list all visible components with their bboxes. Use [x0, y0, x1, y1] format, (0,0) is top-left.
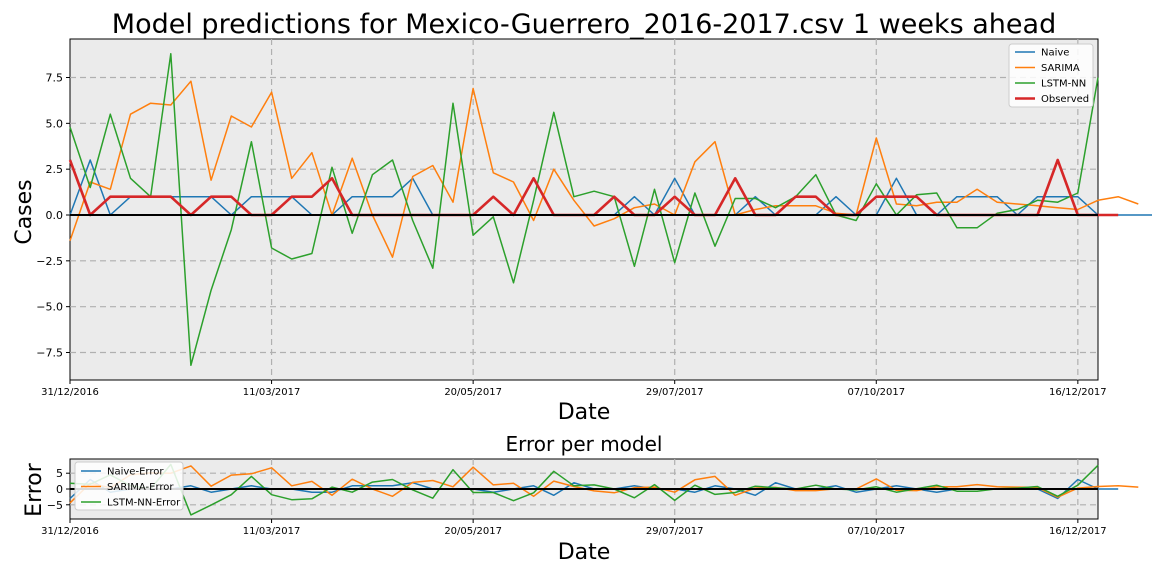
predictions-x-ticks: 31/12/2016 11/03/2017 20/05/2017 29/07/2017… [41, 380, 1107, 398]
series-line-lstm-nn-error [69, 463, 1099, 516]
error-x-axis-label: Date [558, 540, 611, 565]
legend-entry: SARIMA-Error [107, 482, 174, 493]
legend-box [1008, 43, 1094, 108]
x-tick-label: 11/03/2017 [243, 387, 301, 398]
x-tick-label: 16/12/2017 [1049, 526, 1107, 537]
x-tick-label: 29/07/2017 [646, 526, 704, 537]
legend-entry: Naive-Error [107, 467, 164, 478]
predictions-series-lines [68, 52, 1152, 367]
predictions-x-axis-label: Date [558, 400, 611, 425]
x-tick-label: 31/12/2016 [41, 387, 99, 398]
x-tick-label: 07/10/2017 [847, 526, 905, 537]
series-line-lstm-nn [69, 52, 1099, 367]
legend-entry: Observed [1041, 94, 1089, 105]
error-x-ticks: 31/12/2016 11/03/2017 20/05/2017 29/07/2017… [41, 519, 1107, 537]
y-tick-label: −5.0 [36, 301, 63, 314]
error-chart: Error per model −5 0 5 31/12/2016 11/03/201… [22, 432, 1139, 565]
x-tick-label: 07/10/2017 [847, 387, 905, 398]
x-tick-label: 20/05/2017 [444, 526, 502, 537]
series-line-naive [69, 159, 1152, 216]
x-tick-label: 11/03/2017 [243, 526, 301, 537]
predictions-y-ticks: −7.5 −5.0 −2.5 0.0 2.5 5.0 7.5 [36, 72, 70, 360]
x-tick-label: 16/12/2017 [1049, 387, 1107, 398]
y-tick-label: 0 [56, 483, 63, 496]
legend-box [74, 461, 184, 511]
y-tick-label: −5 [47, 499, 63, 512]
predictions-chart-title: Model predictions for Mexico-Guerrero_20… [112, 9, 1056, 40]
error-y-axis-label: Error [22, 462, 47, 517]
y-tick-label: 0.0 [46, 209, 64, 222]
y-tick-label: −7.5 [36, 347, 63, 360]
y-tick-label: 5.0 [46, 117, 64, 130]
y-tick-label: 2.5 [46, 163, 64, 176]
legend-entry: SARIMA [1041, 63, 1080, 74]
error-y-ticks: −5 0 5 [47, 467, 70, 512]
error-chart-title: Error per model [506, 432, 663, 456]
y-tick-label: 7.5 [46, 72, 64, 85]
legend-entry: Naive [1041, 48, 1069, 59]
x-tick-label: 31/12/2016 [41, 526, 99, 537]
y-tick-label: −2.5 [36, 255, 63, 268]
predictions-y-axis-label: Cases [12, 179, 37, 244]
x-tick-label: 29/07/2017 [646, 387, 704, 398]
y-tick-label: 5 [56, 467, 63, 480]
predictions-legend: Naive SARIMA LSTM-NN Observed [1008, 43, 1094, 108]
error-series-lines [69, 463, 1139, 516]
x-tick-label: 20/05/2017 [444, 387, 502, 398]
series-line-sarima-error [69, 465, 1139, 504]
legend-entry: LSTM-NN-Error [107, 498, 181, 509]
predictions-plot-area [69, 38, 1099, 381]
series-line-sarima [69, 80, 1139, 258]
legend-entry: LSTM-NN [1041, 79, 1086, 90]
predictions-chart: Model predictions for Mexico-Guerrero_20… [12, 9, 1152, 425]
error-legend: Naive-Error SARIMA-Error LSTM-NN-Error [74, 461, 184, 511]
